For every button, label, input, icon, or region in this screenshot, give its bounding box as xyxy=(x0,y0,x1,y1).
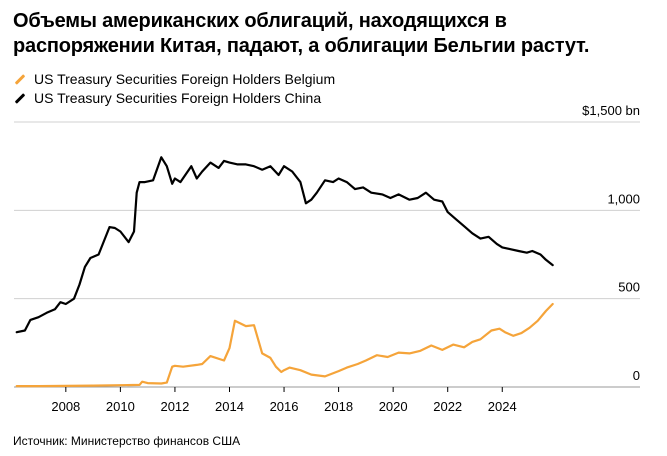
grid-lines xyxy=(14,121,640,388)
x-tick-label-2008: 2008 xyxy=(51,399,80,414)
x-axis-ticks: 2008 2010 2012 2014 2016 2018 2020 2022 2024 xyxy=(51,387,517,414)
x-tick-label-2010: 2010 xyxy=(106,399,135,414)
x-tick-label-2012: 2012 xyxy=(160,399,189,414)
series-line-china xyxy=(15,156,554,334)
chart-title: Объемы американских облигаций, находящих… xyxy=(13,10,590,57)
y-axis-ticks: 0 500 1,000 $1,500 bn xyxy=(582,103,640,383)
series-lines xyxy=(15,156,554,388)
y-tick-label-1500: $1,500 bn xyxy=(582,103,640,118)
x-tick-label-2022: 2022 xyxy=(433,399,462,414)
legend: US Treasury Securities Foreign Holders B… xyxy=(14,70,335,108)
y-tick-label-0: 0 xyxy=(633,368,640,383)
x-tick-label-2016: 2016 xyxy=(270,399,299,414)
source-note: Источник: Министерство финансов США xyxy=(13,434,241,448)
legend-label-china: US Treasury Securities Foreign Holders C… xyxy=(34,90,322,106)
x-tick-label-2018: 2018 xyxy=(324,399,353,414)
y-tick-label-500: 500 xyxy=(618,280,640,295)
legend-item-china: US Treasury Securities Foreign Holders C… xyxy=(14,89,335,108)
x-tick-label-2024: 2024 xyxy=(488,399,517,414)
y-tick-label-1000: 1,000 xyxy=(607,191,640,206)
x-tick-label-2020: 2020 xyxy=(379,399,408,414)
legend-item-belgium: US Treasury Securities Foreign Holders B… xyxy=(14,70,335,89)
series-line-belgium xyxy=(15,302,554,388)
x-tick-label-2014: 2014 xyxy=(215,399,244,414)
legend-label-belgium: US Treasury Securities Foreign Holders B… xyxy=(34,71,336,87)
